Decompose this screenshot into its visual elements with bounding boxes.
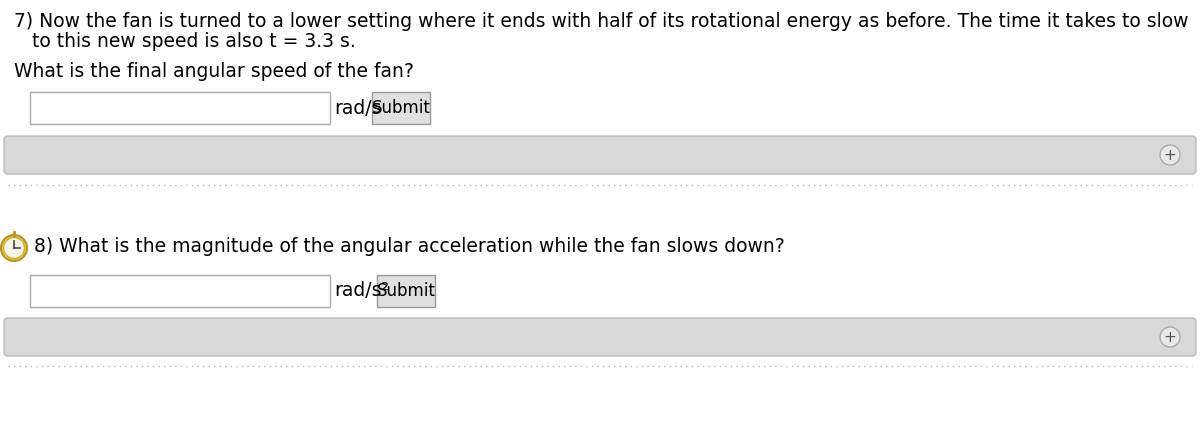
FancyBboxPatch shape bbox=[377, 275, 436, 307]
FancyBboxPatch shape bbox=[4, 136, 1196, 174]
Text: 8) What is the magnitude of the angular acceleration while the fan slows down?: 8) What is the magnitude of the angular … bbox=[34, 237, 785, 256]
Text: Submit: Submit bbox=[377, 282, 436, 300]
Text: +: + bbox=[1164, 329, 1176, 345]
Circle shape bbox=[4, 237, 24, 258]
FancyBboxPatch shape bbox=[4, 318, 1196, 356]
Text: What is the final angular speed of the fan?: What is the final angular speed of the f… bbox=[14, 62, 414, 81]
Text: rad/s: rad/s bbox=[334, 99, 382, 117]
Circle shape bbox=[1, 235, 28, 261]
FancyBboxPatch shape bbox=[372, 92, 430, 124]
Circle shape bbox=[1160, 327, 1180, 347]
Circle shape bbox=[1160, 145, 1180, 165]
FancyBboxPatch shape bbox=[30, 275, 330, 307]
Text: to this new speed is also t = 3.3 s.: to this new speed is also t = 3.3 s. bbox=[14, 32, 355, 51]
Text: 7) Now the fan is turned to a lower setting where it ends with half of its rotat: 7) Now the fan is turned to a lower sett… bbox=[14, 12, 1188, 31]
Text: +: + bbox=[1164, 148, 1176, 162]
Text: rad/s²: rad/s² bbox=[334, 282, 389, 300]
Text: Submit: Submit bbox=[372, 99, 431, 117]
FancyBboxPatch shape bbox=[30, 92, 330, 124]
